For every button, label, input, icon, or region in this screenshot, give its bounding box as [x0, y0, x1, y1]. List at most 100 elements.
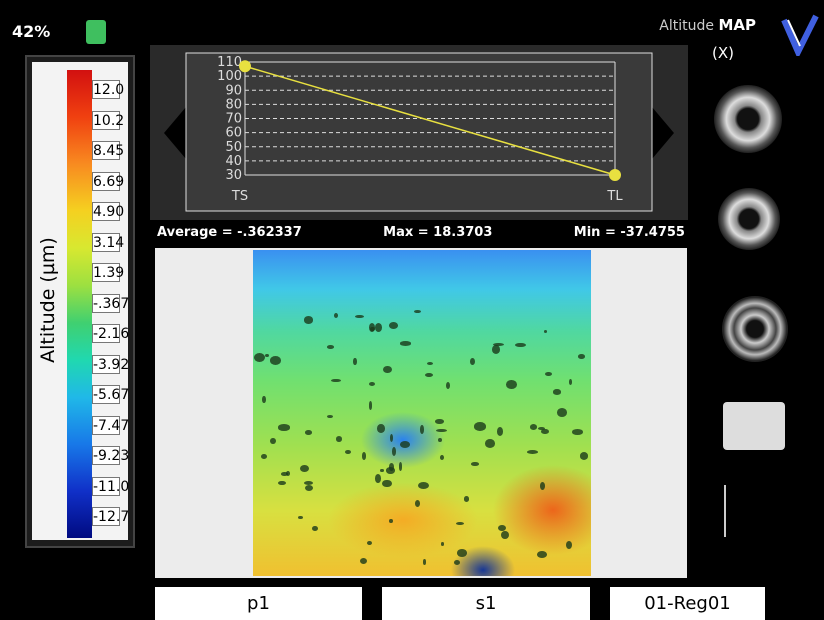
speck — [326, 415, 334, 419]
speck — [382, 479, 392, 488]
profile-point — [609, 169, 621, 181]
footer-field[interactable]: s1 — [382, 587, 590, 620]
scale-value: -.367 — [92, 293, 130, 313]
speck — [529, 424, 537, 430]
scale-value: 6.69 — [92, 171, 125, 191]
y-tick-label: 60 — [225, 126, 242, 141]
speck — [415, 500, 421, 508]
capture-button[interactable] — [714, 85, 782, 153]
speck — [578, 354, 586, 359]
y-tick-label: 110 — [217, 55, 242, 70]
speck — [446, 381, 451, 390]
speck — [277, 424, 290, 431]
speck — [514, 342, 526, 348]
speck — [469, 357, 476, 366]
prev-arrow[interactable] — [164, 107, 186, 159]
scale-value: 3.14 — [92, 232, 125, 252]
speck — [335, 436, 343, 443]
speck — [454, 560, 461, 566]
speck — [434, 419, 444, 424]
scale-label: Altitude (µm) — [37, 237, 59, 363]
divider — [724, 485, 726, 537]
speck — [377, 424, 386, 433]
axis-label[interactable]: (X) — [712, 44, 734, 62]
camera-button[interactable] — [718, 188, 780, 250]
speck — [366, 540, 372, 546]
speck — [505, 380, 517, 390]
speck — [579, 451, 589, 460]
speck — [374, 323, 382, 333]
speck — [298, 515, 303, 519]
y-tick-label: 90 — [225, 83, 242, 98]
scale-value: 4.90 — [92, 202, 125, 221]
scale-value: 10.2 — [92, 110, 125, 130]
speck — [399, 440, 411, 448]
speck — [304, 430, 312, 436]
stat: Average = -.362337 — [157, 225, 302, 240]
speck — [368, 401, 373, 410]
next-arrow[interactable] — [652, 107, 674, 159]
speck — [544, 372, 552, 377]
battery-icon — [86, 20, 106, 44]
speck — [455, 521, 464, 526]
footer-field[interactable]: p1 — [155, 587, 362, 620]
thumbnail-button[interactable] — [723, 402, 785, 450]
speck — [420, 425, 424, 434]
speck — [435, 428, 447, 433]
speck — [425, 373, 434, 378]
check-icon[interactable] — [780, 12, 820, 56]
color-bar — [67, 70, 92, 538]
speck — [389, 434, 393, 442]
speck — [300, 464, 310, 473]
speck — [474, 422, 486, 431]
speck — [427, 362, 433, 366]
speck — [285, 471, 290, 476]
speck — [326, 345, 334, 349]
title: Altitude MAP — [659, 16, 756, 34]
speck — [353, 358, 357, 366]
speck — [270, 438, 276, 445]
speck — [355, 315, 364, 319]
speck — [385, 466, 396, 474]
scale-value: 1.39 — [92, 263, 125, 282]
x-label: TL — [606, 189, 623, 204]
speck — [493, 343, 505, 347]
scale-value: -7.47 — [92, 415, 130, 435]
speck — [388, 518, 393, 523]
scale-value: 12.0 — [92, 80, 125, 99]
speck — [440, 454, 445, 460]
speck — [333, 313, 339, 319]
speck — [438, 437, 443, 442]
speck — [345, 449, 352, 454]
profile-line — [244, 65, 616, 176]
speck — [369, 323, 376, 333]
speck — [303, 316, 314, 324]
y-tick-label: 40 — [225, 154, 242, 169]
speck — [539, 481, 546, 490]
speck — [440, 542, 445, 547]
speck — [536, 550, 547, 558]
speck — [389, 322, 399, 330]
speck — [265, 353, 270, 357]
speck — [360, 558, 368, 565]
y-tick-label: 70 — [225, 112, 242, 127]
x-label: TS — [231, 189, 248, 204]
speck — [281, 472, 289, 476]
y-tick-label: 30 — [225, 168, 242, 183]
speck — [260, 454, 267, 460]
y-tick-label: 80 — [225, 97, 242, 112]
speck — [496, 427, 503, 436]
y-tick-label: 50 — [225, 140, 242, 155]
speck — [463, 496, 470, 502]
profile-point — [239, 60, 251, 73]
scale-value: -11.0 — [92, 476, 130, 496]
footer-field[interactable]: 01-Reg01 — [610, 587, 765, 620]
speck — [392, 447, 397, 456]
speck — [457, 549, 468, 557]
settings-button[interactable] — [722, 296, 788, 362]
speck — [527, 449, 538, 454]
speck — [303, 481, 313, 486]
stat: Min = -37.4755 — [573, 225, 685, 240]
